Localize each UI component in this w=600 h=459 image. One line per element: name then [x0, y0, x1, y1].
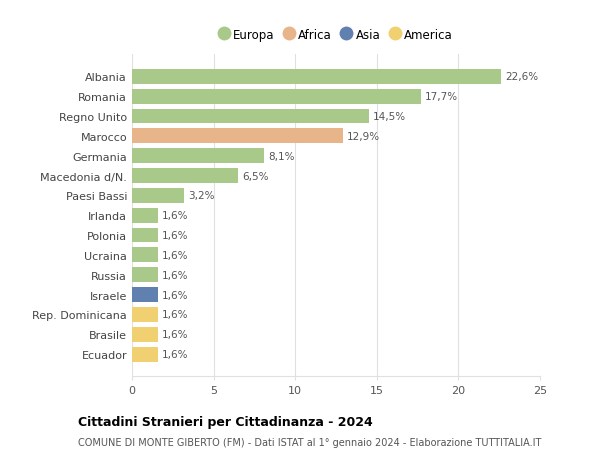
Text: 8,1%: 8,1%: [268, 151, 295, 161]
Text: 1,6%: 1,6%: [162, 349, 188, 359]
Text: 22,6%: 22,6%: [505, 72, 538, 82]
Bar: [132, 327, 158, 342]
Bar: [132, 208, 158, 223]
Legend: Europa, Africa, Asia, America: Europa, Africa, Asia, America: [219, 29, 453, 42]
Bar: [132, 129, 343, 144]
Bar: [132, 268, 158, 283]
Bar: [132, 189, 184, 203]
Text: 1,6%: 1,6%: [162, 290, 188, 300]
Bar: [132, 228, 158, 243]
Bar: [132, 347, 158, 362]
Text: 6,5%: 6,5%: [242, 171, 269, 181]
Bar: [132, 70, 501, 84]
Bar: [132, 287, 158, 302]
Bar: [132, 308, 158, 322]
Bar: [132, 149, 264, 164]
Text: 1,6%: 1,6%: [162, 330, 188, 340]
Text: 1,6%: 1,6%: [162, 230, 188, 241]
Text: 1,6%: 1,6%: [162, 211, 188, 221]
Text: 14,5%: 14,5%: [373, 112, 406, 122]
Bar: [132, 90, 421, 104]
Text: 1,6%: 1,6%: [162, 250, 188, 260]
Bar: [132, 109, 368, 124]
Bar: [132, 248, 158, 263]
Text: 12,9%: 12,9%: [347, 132, 380, 141]
Text: 1,6%: 1,6%: [162, 310, 188, 320]
Text: COMUNE DI MONTE GIBERTO (FM) - Dati ISTAT al 1° gennaio 2024 - Elaborazione TUTT: COMUNE DI MONTE GIBERTO (FM) - Dati ISTA…: [78, 437, 541, 447]
Text: 3,2%: 3,2%: [188, 191, 215, 201]
Text: 1,6%: 1,6%: [162, 270, 188, 280]
Text: Cittadini Stranieri per Cittadinanza - 2024: Cittadini Stranieri per Cittadinanza - 2…: [78, 415, 373, 428]
Text: 17,7%: 17,7%: [425, 92, 458, 102]
Bar: [132, 169, 238, 184]
